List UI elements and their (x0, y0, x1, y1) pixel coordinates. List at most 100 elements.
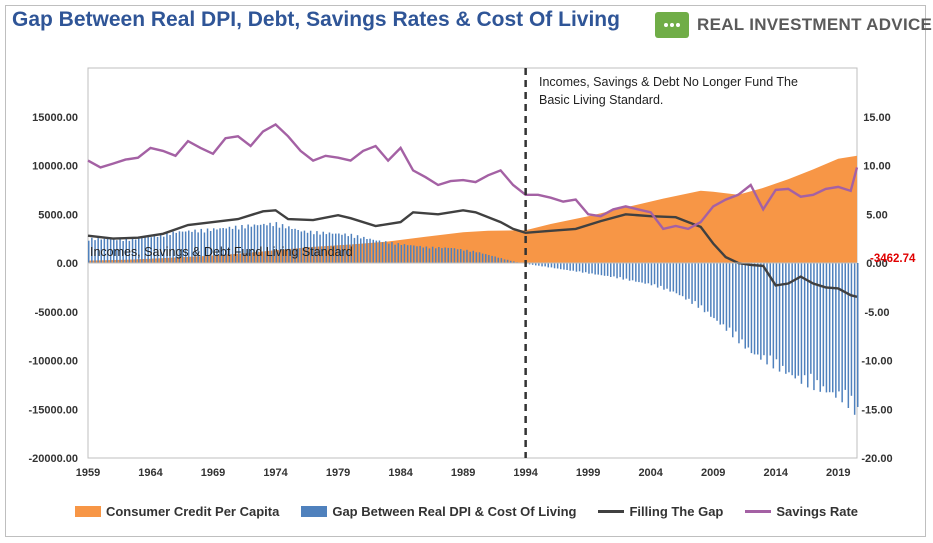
y-right-tick-label: -10.00 (861, 356, 892, 368)
gap-bar (844, 263, 846, 390)
gap-bar (356, 235, 359, 263)
gap-bar (772, 263, 775, 369)
legend-label-gap: Gap Between Real DPI & Cost Of Living (332, 504, 577, 519)
gap-bar (163, 236, 165, 263)
y-right-tick-label: 10.00 (863, 161, 891, 173)
legend-swatch-savings-rate (745, 510, 772, 513)
gap-bar (782, 263, 784, 366)
gap-bar (331, 233, 334, 263)
gap-bar (147, 236, 149, 263)
gap-bar (116, 240, 118, 263)
gap-bar (600, 263, 603, 276)
gap-bar (263, 223, 265, 263)
gap-bar (278, 227, 281, 263)
gap-bar (191, 231, 193, 263)
gap-bar (800, 263, 803, 384)
y-right-tick-label: -20.00 (861, 453, 892, 465)
gap-bar (810, 263, 812, 374)
gap-bar (453, 248, 456, 263)
gap-bar (616, 263, 618, 279)
gap-bar (288, 226, 290, 263)
legend-swatch-gap (301, 506, 328, 517)
gap-bar (378, 240, 381, 263)
gap-bar (347, 236, 349, 263)
x-tick-label: 1984 (388, 467, 413, 479)
gap-bar (807, 263, 809, 388)
gap-bar (660, 263, 662, 286)
gap-bar (719, 263, 721, 325)
gap-bar (281, 224, 284, 263)
gap-bar (685, 263, 687, 300)
gap-bar (494, 256, 496, 263)
gap-bar (447, 247, 449, 263)
gap-bar (88, 240, 90, 263)
gap-bar (828, 263, 831, 393)
annotation-layer: Incomes, Savings & Debt Fund Living Stan… (90, 75, 916, 265)
gap-bar (822, 263, 825, 387)
gap-bar (572, 263, 574, 271)
gap-bar (175, 232, 177, 263)
gap-bar (575, 263, 578, 272)
gap-bar (728, 263, 731, 328)
gap-bar (194, 229, 196, 263)
gap-bar (394, 244, 396, 263)
gap-bar (388, 243, 390, 263)
gap-bar (778, 263, 781, 372)
gap-bar (244, 228, 246, 263)
gap-bar (178, 231, 181, 263)
gap-bar (603, 263, 606, 276)
gap-bar (585, 263, 587, 273)
gap-bar (106, 239, 109, 263)
gap-bar (716, 263, 718, 321)
gap-bar (769, 263, 771, 356)
gap-bar (441, 248, 443, 263)
gap-bar (153, 235, 156, 263)
gap-bar (472, 250, 474, 263)
gap-bar (410, 245, 412, 263)
filling-gap-line (87, 209, 858, 298)
gap-bar (166, 232, 168, 263)
gap-bar (134, 239, 137, 263)
gap-bar (641, 263, 643, 283)
gap-bar (547, 263, 549, 268)
gap-bar (488, 255, 490, 263)
gap-bar (588, 263, 590, 274)
y-left-tick-label: -5000.00 (35, 307, 78, 319)
gap-bar (422, 247, 424, 263)
gap-bar (122, 241, 124, 263)
gap-bar (688, 263, 690, 299)
gap-bar (213, 228, 215, 263)
gap-bar (335, 233, 337, 263)
gap-bar (606, 263, 609, 276)
gap-bar (732, 263, 734, 338)
gap-bar (238, 229, 240, 263)
gap-bar (350, 233, 353, 263)
gap-bar (475, 252, 478, 263)
gap-bar (209, 231, 212, 263)
gap-bar (538, 263, 540, 266)
annotation-left-region: Incomes, Savings & Debt Fund Living Stan… (90, 245, 353, 259)
gap-bar (850, 263, 853, 396)
gap-bar (544, 263, 546, 267)
gap-bar (725, 263, 728, 331)
gap-bar (425, 246, 428, 263)
gap-bar (735, 263, 737, 332)
gap-bar (700, 263, 703, 306)
gap-bar (847, 263, 850, 408)
gap-bar (369, 238, 371, 263)
gap-bar (628, 263, 631, 281)
legend-label-filling-gap: Filling The Gap (629, 504, 724, 519)
gap-bar (550, 263, 553, 268)
gap-bar (675, 263, 678, 294)
gap-bar (825, 263, 828, 393)
gap-bar (450, 248, 453, 263)
gap-bar (785, 263, 787, 374)
y-right-tick-label: 5.00 (866, 209, 887, 221)
gap-bar (481, 253, 484, 263)
x-tick-label: 1989 (451, 467, 475, 479)
gap-bar (100, 239, 102, 263)
gap-bar (444, 247, 446, 263)
gap-bar (344, 233, 346, 263)
gap-bar (613, 263, 615, 277)
gap-bar (466, 249, 468, 263)
